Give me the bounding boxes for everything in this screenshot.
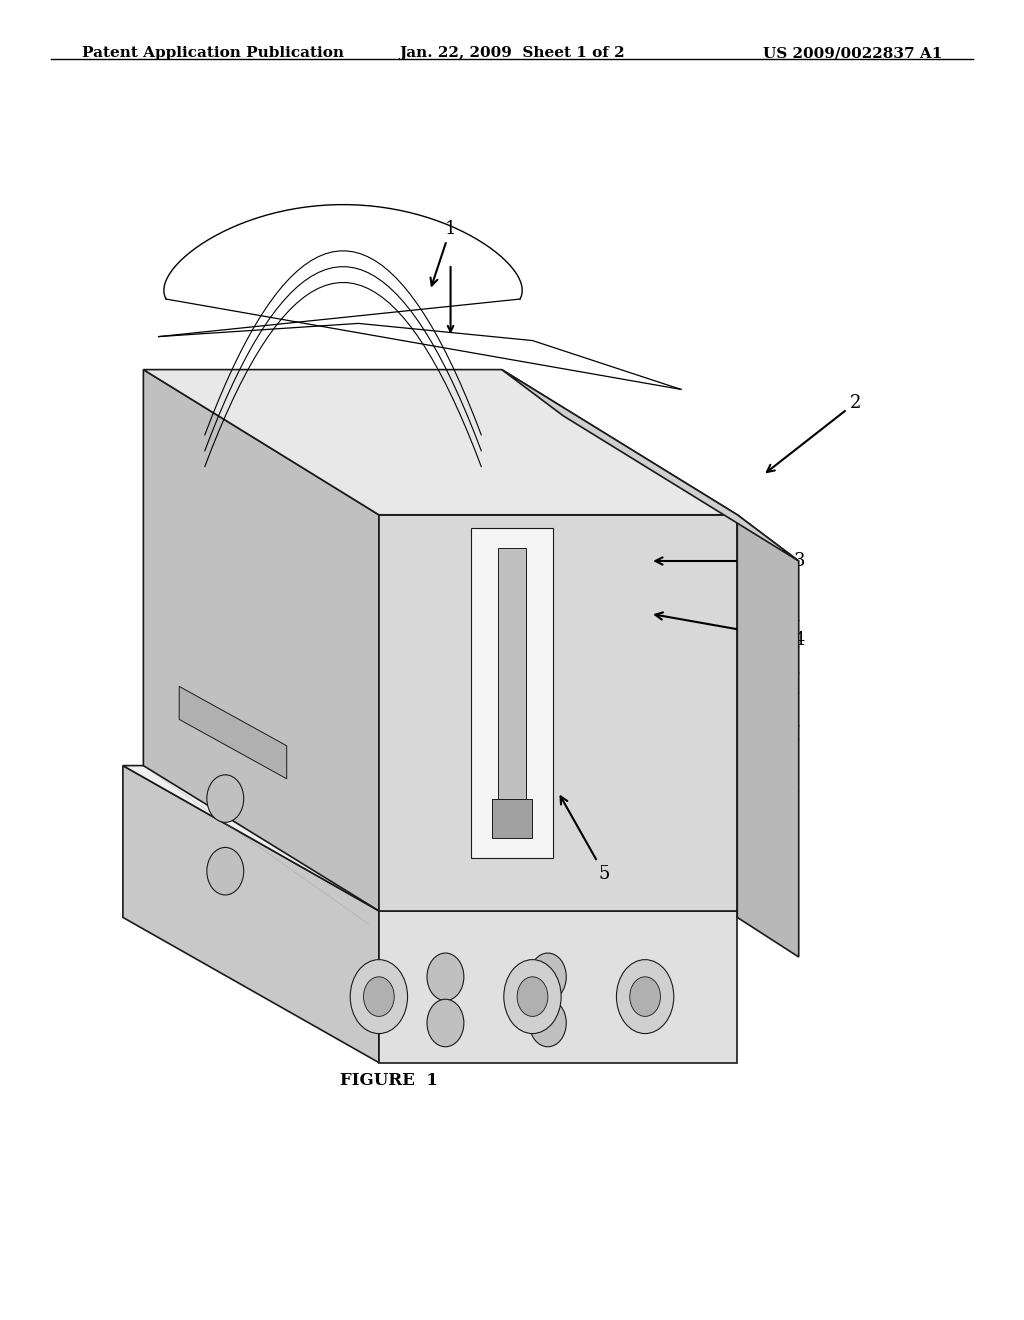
Polygon shape [498, 548, 526, 832]
Text: 2: 2 [767, 393, 861, 473]
Polygon shape [123, 766, 379, 1063]
Circle shape [207, 775, 244, 822]
Text: 1: 1 [430, 219, 457, 285]
Polygon shape [737, 515, 799, 957]
Polygon shape [379, 911, 737, 1063]
Polygon shape [143, 370, 379, 911]
Text: US 2009/0022837 A1: US 2009/0022837 A1 [763, 46, 942, 61]
Text: Patent Application Publication: Patent Application Publication [82, 46, 344, 61]
Text: 4: 4 [655, 612, 805, 649]
Polygon shape [471, 528, 553, 858]
Circle shape [504, 960, 561, 1034]
Text: 3: 3 [655, 552, 805, 570]
Polygon shape [179, 686, 287, 779]
Polygon shape [379, 515, 737, 911]
Text: 5: 5 [560, 796, 610, 883]
Circle shape [616, 960, 674, 1034]
Text: Jan. 22, 2009  Sheet 1 of 2: Jan. 22, 2009 Sheet 1 of 2 [399, 46, 625, 61]
Circle shape [350, 960, 408, 1034]
Circle shape [529, 999, 566, 1047]
Circle shape [630, 977, 660, 1016]
Polygon shape [143, 370, 737, 515]
Polygon shape [123, 766, 737, 911]
Polygon shape [492, 799, 532, 838]
Polygon shape [502, 370, 799, 561]
Circle shape [529, 953, 566, 1001]
Circle shape [207, 847, 244, 895]
Text: FIGURE  1: FIGURE 1 [340, 1072, 438, 1089]
Circle shape [427, 999, 464, 1047]
Circle shape [427, 953, 464, 1001]
Circle shape [364, 977, 394, 1016]
Circle shape [517, 977, 548, 1016]
